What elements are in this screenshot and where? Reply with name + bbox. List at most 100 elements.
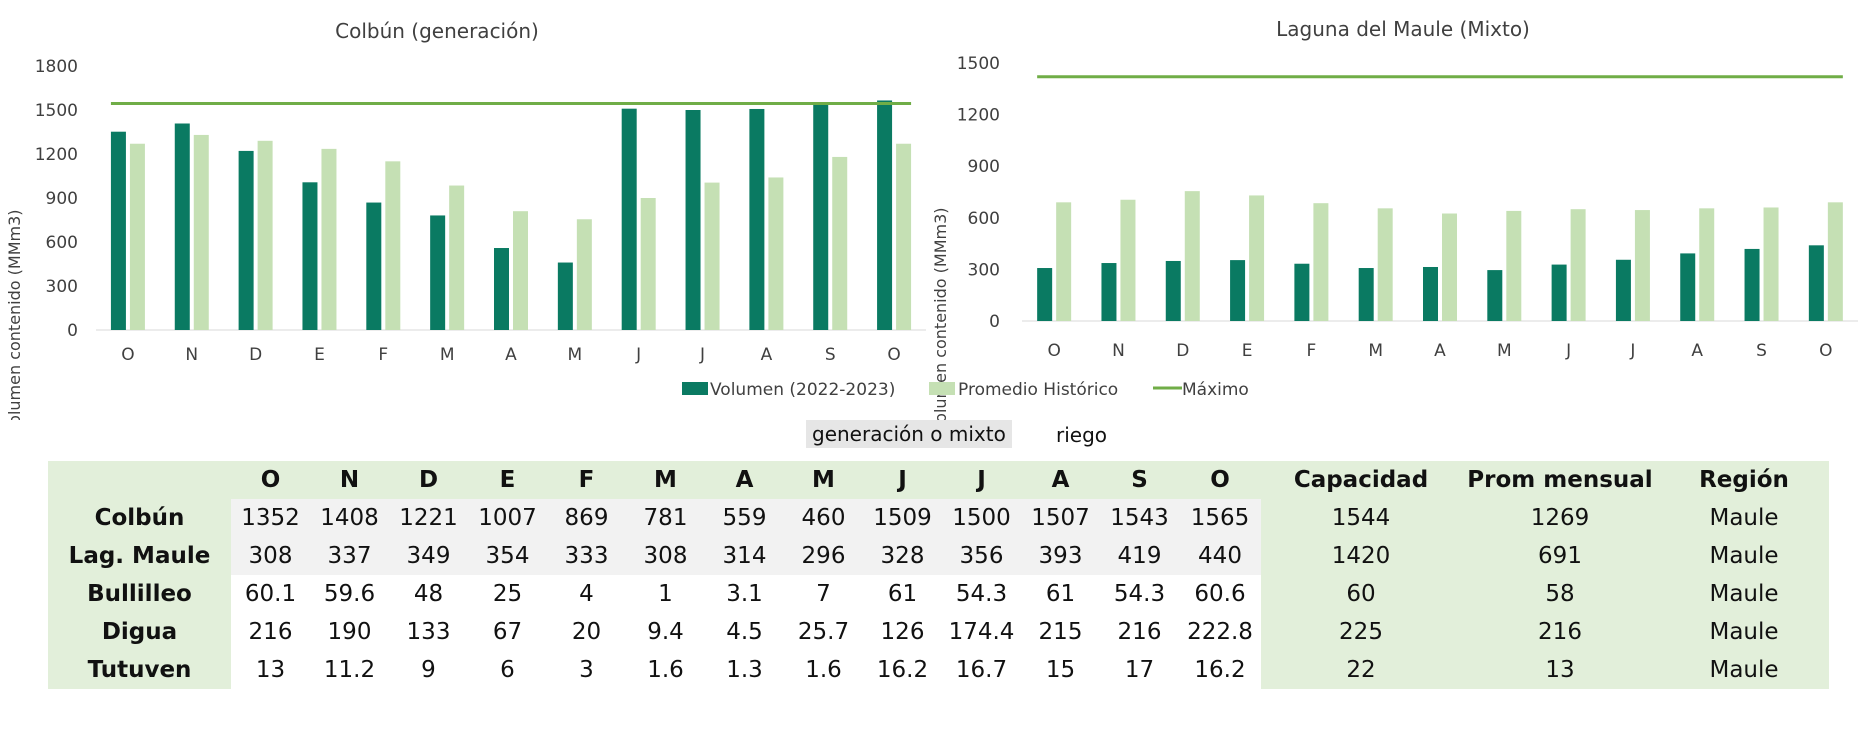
table-body: Colbún 1352 1408 1221 1007 869 781 559 460 1509 15… bbox=[48, 499, 1829, 689]
bar-volumen bbox=[494, 248, 509, 330]
table-cell: 16.2 bbox=[1179, 651, 1261, 689]
bar-volumen bbox=[1037, 268, 1053, 321]
bar-volumen bbox=[621, 108, 637, 331]
table-cell: 356 bbox=[942, 537, 1021, 575]
bar-volumen bbox=[1423, 266, 1438, 321]
table-cell: 25 bbox=[468, 575, 547, 613]
capacity-cell: 225 bbox=[1261, 613, 1461, 651]
table-cell: 354 bbox=[468, 537, 547, 575]
table-cell: 460 bbox=[784, 499, 863, 537]
bar-volumen bbox=[1294, 263, 1310, 321]
table-cell: 126 bbox=[863, 613, 942, 651]
table-cell: 328 bbox=[863, 537, 942, 575]
bar-promedio-historico bbox=[449, 185, 465, 330]
table-header-month: J bbox=[942, 461, 1021, 499]
table-header-region: Región bbox=[1659, 461, 1829, 499]
table-cell: 20 bbox=[547, 613, 626, 651]
bar-promedio-historico bbox=[1377, 208, 1393, 321]
table-cell: 1352 bbox=[231, 499, 310, 537]
bar-promedio-historico bbox=[129, 143, 145, 330]
reservoir-table: O N D E F M A M J J A S O Capacidad Prom mensual Región… bbox=[48, 461, 1829, 689]
capacity-cell: 22 bbox=[1261, 651, 1461, 689]
x-tick-label: M bbox=[568, 345, 583, 365]
table-cell: 781 bbox=[626, 499, 705, 537]
row-label: Lag. Maule bbox=[48, 537, 231, 575]
table-cell: 419 bbox=[1100, 537, 1179, 575]
bar-promedio-historico bbox=[1699, 208, 1715, 321]
legend-label-promedio: Promedio Histórico bbox=[958, 380, 1118, 400]
table-row: Digua 216 190 133 67 20 9.4 4.5 25.7 126 174.4 215 2… bbox=[48, 613, 1829, 651]
x-tick-label: J bbox=[635, 345, 641, 365]
bar-volumen bbox=[1680, 253, 1696, 321]
bar-promedio-historico bbox=[321, 148, 337, 330]
y-tick-label: 1500 bbox=[35, 101, 78, 121]
type-legend: generación o mixto riego bbox=[0, 420, 1864, 452]
table-cell: 216 bbox=[231, 613, 310, 651]
table-cell: 6 bbox=[468, 651, 547, 689]
table-cell: 133 bbox=[389, 613, 468, 651]
table-cell: 60.1 bbox=[231, 575, 310, 613]
table-cell: 13 bbox=[231, 651, 310, 689]
table-cell: 7 bbox=[784, 575, 863, 613]
table-row: Tutuven 13 11.2 9 6 3 1.6 1.3 1.6 16.2 16.7 15 17 16.… bbox=[48, 651, 1829, 689]
table-cell: 190 bbox=[310, 613, 389, 651]
table-header-month: E bbox=[468, 461, 547, 499]
bar-volumen bbox=[1744, 248, 1760, 321]
row-label: Digua bbox=[48, 613, 231, 651]
bar-volumen bbox=[1551, 264, 1567, 321]
bar-promedio-historico bbox=[1634, 210, 1650, 321]
table-header-prom-mensual: Prom mensual bbox=[1461, 461, 1659, 499]
bar-promedio-historico bbox=[1442, 213, 1457, 321]
y-tick-label: 300 bbox=[968, 260, 1000, 280]
row-label: Tutuven bbox=[48, 651, 231, 689]
bar-promedio-historico bbox=[513, 211, 528, 330]
bar-promedio-historico bbox=[1056, 202, 1072, 321]
region-cell: Maule bbox=[1659, 613, 1829, 651]
table-cell: 1543 bbox=[1100, 499, 1179, 537]
bar-volumen bbox=[557, 262, 573, 330]
bar-volumen bbox=[1808, 245, 1824, 321]
table-header-month: S bbox=[1100, 461, 1179, 499]
table-header-month: J bbox=[863, 461, 942, 499]
charts-area: Colbún (generación) Laguna del Maule (Mi… bbox=[5, 17, 1858, 420]
monthly-avg-cell: 13 bbox=[1461, 651, 1659, 689]
bar-promedio-historico bbox=[1249, 195, 1265, 321]
table-cell: 393 bbox=[1021, 537, 1100, 575]
y-tick-label: 1200 bbox=[35, 145, 78, 165]
table-cell: 1.6 bbox=[784, 651, 863, 689]
table-cell: 1.6 bbox=[626, 651, 705, 689]
region-cell: Maule bbox=[1659, 499, 1829, 537]
bar-promedio-historico bbox=[1184, 191, 1200, 321]
table-cell: 54.3 bbox=[942, 575, 1021, 613]
table-cell: 216 bbox=[1100, 613, 1179, 651]
table-cell: 11.2 bbox=[310, 651, 389, 689]
region-cell: Maule bbox=[1659, 651, 1829, 689]
table-cell: 4 bbox=[547, 575, 626, 613]
bar-volumen bbox=[1165, 260, 1181, 321]
legend-label-volumen: Volumen (2022-2023) bbox=[710, 380, 895, 400]
table-cell: 3.1 bbox=[705, 575, 784, 613]
table-header-month: N bbox=[310, 461, 389, 499]
table-cell: 337 bbox=[310, 537, 389, 575]
x-tick-label: J bbox=[1565, 341, 1571, 361]
monthly-avg-cell: 58 bbox=[1461, 575, 1659, 613]
capacity-cell: 60 bbox=[1261, 575, 1461, 613]
x-tick-label: N bbox=[1112, 341, 1125, 361]
bar-promedio-historico bbox=[1570, 209, 1586, 321]
x-tick-label: O bbox=[1819, 341, 1832, 361]
bar-volumen bbox=[302, 182, 318, 330]
chart-laguna-maule: 0 300 600 900 1200 1500 O N D E F M A M J J A S O bbox=[957, 54, 1858, 361]
x-tick-label: D bbox=[1176, 341, 1189, 361]
capacity-cell: 1544 bbox=[1261, 499, 1461, 537]
bar-volumen bbox=[1487, 270, 1503, 321]
table-cell: 54.3 bbox=[1100, 575, 1179, 613]
y-axis-label-laguna-maule: Volumen contenido (MMm3) bbox=[931, 207, 950, 420]
monthly-avg-cell: 691 bbox=[1461, 537, 1659, 575]
table-cell: 314 bbox=[705, 537, 784, 575]
table-cell: 222.8 bbox=[1179, 613, 1261, 651]
table-cell: 61 bbox=[1021, 575, 1100, 613]
table-header-capacidad: Capacidad bbox=[1261, 461, 1461, 499]
x-tick-label: E bbox=[314, 345, 325, 365]
legend-swatch-volumen bbox=[682, 382, 708, 395]
y-axis-label-colbun: Volumen contenido (MMm3) bbox=[5, 209, 24, 420]
